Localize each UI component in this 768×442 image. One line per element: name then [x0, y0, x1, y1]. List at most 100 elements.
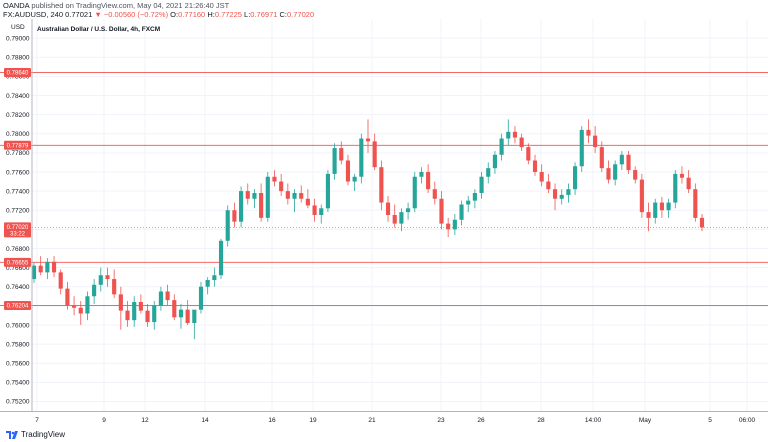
y-tick-label: 0.79000 — [6, 35, 30, 42]
candle-body — [512, 131, 518, 138]
candle-body — [352, 176, 357, 182]
candle-body — [613, 164, 618, 180]
candle-body — [399, 212, 404, 224]
candle-body — [599, 147, 604, 169]
candle-body — [345, 160, 351, 182]
level-tag — [4, 140, 31, 150]
candle-body — [118, 294, 123, 311]
candle-body — [65, 288, 70, 306]
candle-body — [466, 200, 471, 205]
high-label: H: — [207, 10, 215, 19]
candle-body — [192, 309, 197, 324]
candle-body — [365, 138, 371, 142]
candle-body — [279, 181, 284, 192]
candle-body — [566, 189, 571, 195]
candle-body — [552, 189, 558, 199]
candle-body — [105, 275, 110, 280]
candle-body — [132, 302, 137, 321]
candle-body — [232, 210, 237, 222]
candle-body — [225, 210, 230, 241]
candle-body — [446, 223, 451, 230]
candle-body — [693, 189, 698, 218]
candle-body — [519, 137, 524, 148]
high-value: 0.77225 — [214, 10, 242, 19]
low-value: 0.76971 — [250, 10, 278, 19]
y-tick-label: 0.78000 — [6, 131, 30, 138]
candle-body — [439, 198, 444, 224]
brand-label: TradingView — [21, 430, 66, 439]
candle-body — [426, 171, 431, 190]
candle-body — [619, 154, 624, 165]
candle-body — [72, 305, 77, 308]
candle-body — [506, 131, 511, 139]
last-price-tag — [4, 222, 31, 238]
published-info: published on TradingView.com, May 04, 20… — [31, 1, 230, 10]
candle-body — [359, 138, 364, 177]
y-tick-label: 0.75600 — [6, 360, 30, 367]
candle-body — [158, 291, 163, 306]
footer-brand[interactable]: TradingView — [6, 430, 65, 439]
candle-body — [392, 215, 397, 224]
chart-grid — [32, 19, 768, 411]
candle-body — [593, 135, 598, 148]
y-tick-label: 0.75200 — [6, 399, 30, 406]
candle-body — [432, 189, 437, 199]
x-tick-label: 21 — [368, 417, 376, 424]
candle-body — [178, 309, 184, 318]
open-label: O: — [170, 10, 179, 19]
chart-axes: 0.79000 0.78800 0.78600 0.78400 0.78200 0.780… — [0, 19, 768, 424]
level-tag-label: 0.77879 — [7, 144, 29, 150]
candle-body — [172, 300, 177, 318]
candle-body — [165, 291, 170, 301]
last-price-label: 0.77020 — [7, 225, 29, 231]
candle-body — [259, 193, 264, 218]
candle-body — [92, 284, 97, 297]
candle-body — [385, 202, 391, 215]
candle-body — [98, 275, 103, 285]
candle-body — [78, 307, 83, 314]
candle-body — [559, 194, 564, 199]
candle-body — [459, 204, 464, 220]
candle-body — [265, 176, 270, 218]
candle-body — [673, 173, 678, 203]
y-tick-label: 0.77400 — [6, 188, 30, 195]
candle-body — [419, 171, 424, 177]
candle-body — [245, 191, 250, 199]
candle-body — [58, 272, 63, 289]
candle-body — [586, 129, 591, 136]
y-tick-label: 0.78600 — [6, 74, 30, 81]
y-tick-label: 0.76400 — [6, 284, 30, 291]
candle-body — [332, 148, 337, 174]
horizontal-levels[interactable] — [0, 72, 768, 306]
candle-body — [218, 240, 224, 276]
y-tick-label: 0.78400 — [6, 93, 30, 100]
x-tick-label: 06:00 — [739, 417, 756, 424]
y-tick-label: 0.77600 — [6, 169, 30, 176]
close-value: 0.77020 — [287, 10, 315, 19]
x-tick-label: 9 — [102, 417, 106, 424]
candle-body — [539, 171, 544, 182]
candle-body — [319, 208, 324, 215]
candle-body — [145, 310, 150, 323]
candles-group — [31, 119, 705, 340]
y-tick-label: 0.76000 — [6, 322, 30, 329]
x-tick-label: 28 — [537, 417, 545, 424]
candle-body — [212, 275, 217, 281]
change-value: ▼ −0.00560 (−0.72%) — [94, 10, 169, 19]
level-tag — [4, 300, 31, 310]
candle-body — [546, 181, 551, 190]
x-tick-label: 12 — [141, 417, 149, 424]
candle-body — [526, 147, 531, 161]
candle-body — [653, 202, 658, 218]
candle-body — [452, 219, 457, 230]
candle-body — [633, 170, 638, 180]
candle-body — [412, 176, 417, 209]
x-tick-label: 7 — [35, 417, 39, 424]
candle-body — [492, 154, 497, 169]
candle-body — [152, 305, 157, 323]
candle-body — [659, 202, 664, 211]
candle-body — [699, 217, 705, 228]
candle-body — [112, 279, 117, 295]
